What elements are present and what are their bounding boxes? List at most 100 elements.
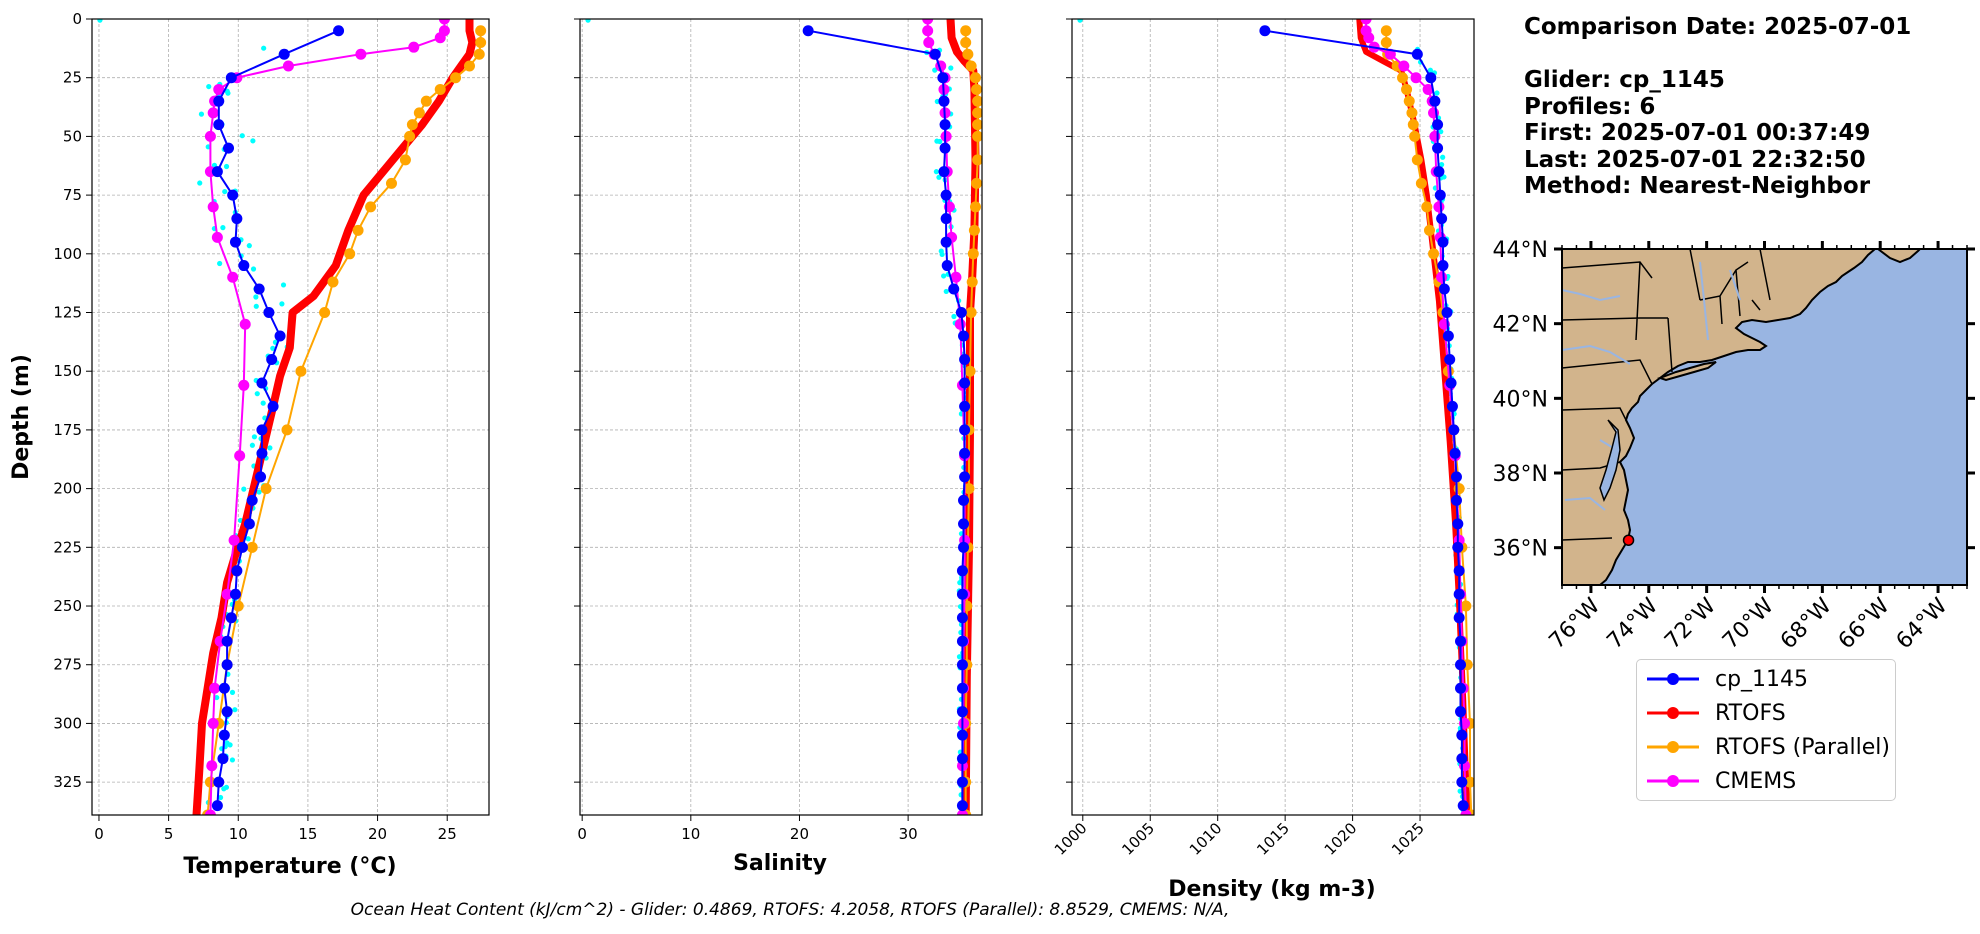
raw-point <box>217 260 223 267</box>
series-point <box>217 753 229 765</box>
series-point <box>274 330 286 342</box>
series-point <box>1380 25 1392 37</box>
raw-point <box>1427 67 1433 73</box>
density-series <box>1259 19 1474 815</box>
map-land <box>1562 249 1875 585</box>
series-point <box>355 48 367 60</box>
raw-point <box>267 445 273 451</box>
series-point <box>207 107 219 119</box>
lat-tick-label: 40°N <box>1493 387 1548 412</box>
xtick-label: 20 <box>368 825 387 843</box>
series-point <box>473 48 485 60</box>
series-point <box>956 659 968 671</box>
series-point <box>234 450 246 462</box>
series-point <box>958 541 970 553</box>
ytick-label: 325 <box>53 773 82 791</box>
series-point <box>211 800 223 812</box>
legend-label-glider: cp_1145 <box>1715 666 1809 692</box>
density-panel: 1000 1005 1010 1015 1020 1025 Density (kg m-3… <box>1051 18 1475 902</box>
series-point <box>1464 776 1474 788</box>
ytick-label: 250 <box>53 597 82 615</box>
series-point <box>1437 236 1449 248</box>
ytick-label: 300 <box>53 714 82 732</box>
series-point <box>940 213 952 225</box>
xtick-label: 25 <box>438 825 457 843</box>
series-point <box>1456 776 1468 788</box>
series-point <box>225 72 237 84</box>
series-line-2 <box>206 30 482 815</box>
series-point <box>956 809 968 815</box>
legend-swatch-rtofs-parallel <box>1647 741 1699 753</box>
ytick-label: 75 <box>63 186 82 204</box>
lon-tick-label: 64°W <box>1892 593 1953 654</box>
series-point <box>956 612 968 624</box>
xtick-label: 5 <box>164 825 174 843</box>
series-point <box>218 729 230 741</box>
series-point <box>267 400 279 412</box>
series-point <box>231 213 243 225</box>
series-point <box>956 800 968 812</box>
lon-tick-label: 76°W <box>1545 593 1606 654</box>
series-point <box>1442 330 1454 342</box>
map-nova-scotia <box>1876 249 1922 264</box>
series-point <box>246 494 258 506</box>
lon-tick-label: 72°W <box>1660 593 1721 654</box>
raw-point <box>229 689 236 695</box>
series-point <box>399 154 411 166</box>
density-axes-frame <box>1071 18 1475 816</box>
raw-point <box>206 83 212 90</box>
series-point <box>1453 483 1465 495</box>
series-point <box>802 25 814 37</box>
salinity-grid <box>580 18 982 815</box>
lon-tick-label: 74°W <box>1602 593 1663 654</box>
series-point <box>228 534 240 546</box>
series-point <box>1449 447 1461 459</box>
series-point <box>971 83 982 95</box>
glider-position-marker <box>1622 534 1635 546</box>
raw-point <box>1434 90 1440 96</box>
series-point <box>956 588 968 600</box>
series-point <box>206 760 218 772</box>
series-point <box>450 72 462 84</box>
ytick-label: 275 <box>53 656 82 674</box>
depth-ylabel: Depth (m) <box>9 354 34 480</box>
xtick-label: 0 <box>577 825 587 843</box>
series-point <box>236 541 248 553</box>
series-point <box>956 729 968 741</box>
series-point <box>1436 271 1448 283</box>
series-point <box>954 318 966 330</box>
series-point <box>969 72 981 84</box>
series-point <box>246 541 258 553</box>
raw-point <box>280 282 287 288</box>
ytick-label: 100 <box>53 245 82 263</box>
raw-point <box>97 19 103 23</box>
raw-point <box>241 486 247 492</box>
salinity-panel: 0 10 20 30 Salinity <box>574 18 983 876</box>
series-point <box>365 201 377 213</box>
glider-name: Glider: cp_1145 <box>1524 67 1725 93</box>
series-point <box>221 588 233 600</box>
salinity-ticks: 0 10 20 30 <box>574 18 918 843</box>
series-point <box>1422 83 1434 95</box>
series-point <box>1450 471 1462 483</box>
raw-point <box>956 654 963 660</box>
series-point <box>956 706 968 718</box>
series-point <box>207 201 219 213</box>
raw-point <box>1439 162 1445 168</box>
series-point <box>463 60 475 72</box>
series-point <box>232 600 244 612</box>
series-point <box>352 224 364 236</box>
raw-point <box>936 174 942 180</box>
raw-point <box>279 301 285 307</box>
series-point <box>959 353 971 365</box>
raw-point <box>246 243 252 249</box>
series-point <box>958 494 970 506</box>
series-point <box>213 119 225 131</box>
series-point <box>1433 166 1445 178</box>
series-point <box>1446 400 1458 412</box>
raw-point <box>224 740 230 746</box>
series-point <box>1259 25 1271 37</box>
series-point <box>1401 83 1413 95</box>
series-point <box>1448 424 1460 436</box>
series-point <box>958 717 970 729</box>
